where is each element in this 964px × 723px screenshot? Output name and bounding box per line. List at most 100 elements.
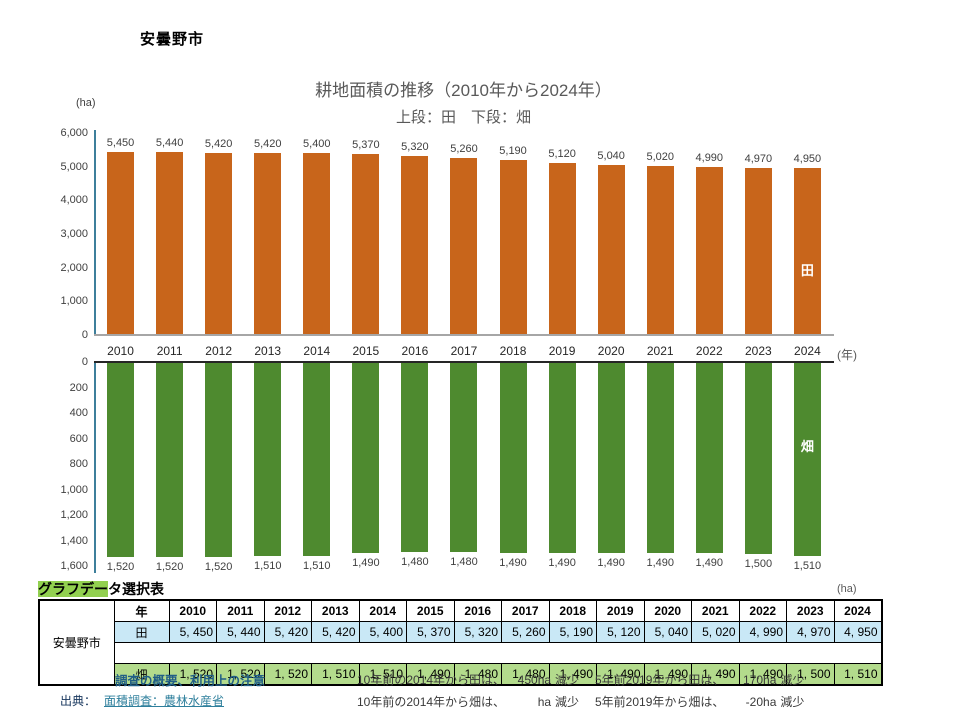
stat-line-10yr: 10年前の2014年から田は、 450ha 減少 5年前2019年から田は、 170h… — [357, 671, 877, 688]
stat-5yr-hata-text: 5年前2019年から畑は、 — [595, 695, 725, 709]
bar-value-label: 5,420 — [204, 137, 233, 150]
bar-田 — [156, 151, 184, 335]
table-value-cell: 4, 990 — [738, 621, 787, 643]
y-axis-tick: 4,000 — [60, 194, 88, 207]
x-axis-year-label: 2013 — [254, 344, 282, 358]
table-year-cell: 2011 — [216, 599, 265, 622]
bar-田 — [744, 167, 772, 335]
bar-value-label: 1,480 — [401, 555, 429, 568]
bar-田 — [499, 160, 527, 335]
survey-notes-link[interactable]: 調査の概要、利用上の注意 — [115, 674, 266, 688]
table-value-cell: 1, 480 — [501, 663, 550, 686]
x-axis-year-label: 2017 — [450, 344, 478, 358]
bar-chart-ta: 5,450 5,440 5,420 5,420 5,400 5,370 5,320 5,260… — [96, 133, 832, 335]
bar-column: 5,120 — [538, 133, 587, 335]
table-year-cell: 2012 — [263, 599, 312, 622]
table-title: グラフデータ選択表 — [38, 579, 164, 599]
bar-column: 5,400 — [292, 133, 341, 335]
series-label-畑: 畑 — [800, 439, 814, 455]
table-year-cell: 2021 — [691, 599, 740, 622]
bar-column: 1,500 — [734, 363, 783, 575]
table-value-cell: 5, 400 — [358, 621, 407, 643]
page-title: 安曇野市 — [140, 31, 205, 48]
bar-田 — [107, 151, 135, 335]
stat-line-10yr-hata: 10年前の2014年から畑は、 ha 減少 5年前2019年から畑は、 -20ha 減少 — [357, 693, 877, 710]
y-axis-unit-bottom: (ha) — [837, 583, 857, 595]
table-year-cell: 2019 — [596, 599, 645, 622]
source-link[interactable]: 面積調査：農林水産省 — [104, 694, 225, 708]
bar-value-label: 5,450 — [106, 136, 135, 149]
bar-column: 1,520 — [96, 363, 145, 575]
bar-畑: 畑 — [793, 363, 821, 556]
bar-value-label: 1,510 — [793, 559, 822, 572]
bar-column: 5,420 — [243, 133, 292, 335]
bar-田: 田 — [793, 168, 821, 335]
bar-田 — [352, 154, 380, 335]
table-year-cell: 2024 — [833, 599, 882, 622]
table-value-cell: 1, 520 — [216, 663, 265, 686]
bar-畑 — [744, 363, 772, 555]
bar-畑 — [401, 363, 429, 552]
bar-value-label: 5,440 — [155, 136, 184, 149]
table-value-cell: 1, 500 — [786, 663, 835, 686]
table-value-cell: 5, 420 — [311, 621, 360, 643]
x-axis-year-label: 2010 — [107, 344, 134, 358]
table-value-cell: 5, 320 — [453, 621, 502, 643]
table-year-cell: 2013 — [311, 599, 360, 622]
chart-title: 耕地面積の推移（2010年から2024年） — [315, 81, 612, 100]
stat-5yr-ta-text: 5年前2019年から田は、 — [595, 673, 725, 687]
table-year-cell: 2015 — [406, 599, 455, 622]
bar-value-label: 1,490 — [352, 556, 380, 569]
bar-column: 1,490 — [341, 363, 390, 575]
bar-畑 — [205, 363, 233, 557]
bar-column: 5,260 — [439, 133, 488, 335]
bar-column: 5,370 — [341, 133, 390, 335]
table-title-rest: タ選択表 — [108, 581, 164, 597]
bar-田 — [450, 157, 478, 335]
table-value-cell: 1, 490 — [596, 663, 645, 686]
bar-畑 — [499, 363, 527, 553]
chart-subtitle: 上段：田 下段：畑 — [395, 109, 531, 126]
table-year-cell: 2016 — [453, 599, 502, 622]
bar-value-label: 1,490 — [548, 556, 576, 569]
table-year-cell: 2010 — [168, 599, 217, 622]
bar-column: 1,490 — [489, 363, 538, 575]
bar-value-label: 1,510 — [253, 559, 282, 572]
bar-value-label: 1,490 — [695, 556, 724, 569]
table-value-cell: 1, 490 — [548, 663, 597, 686]
table-value-cell: 1, 520 — [168, 663, 217, 686]
source-label: 出典： — [60, 694, 97, 708]
table-value-cell: 1, 490 — [643, 663, 692, 686]
graph-data-selection-table: 安曇野市年 2010 2011 2012 2013 2014 2015 2016 2017 201… — [38, 599, 883, 686]
y-axis-tick: 200 — [69, 381, 88, 394]
bar-畑 — [450, 363, 478, 552]
bar-value-label: 5,260 — [450, 142, 478, 155]
table-value-cell: 5, 440 — [216, 621, 265, 643]
bar-田 — [254, 152, 282, 335]
table-value-cell: 1, 510 — [358, 663, 407, 686]
table-value-cell: 1, 480 — [453, 663, 502, 686]
table-value-cell: 1, 490 — [691, 663, 740, 686]
series-label-田: 田 — [800, 263, 814, 278]
stat-5yr-hata-value: -20ha — [745, 695, 777, 709]
x-axis-year-label: 2016 — [401, 344, 429, 358]
bar-column: 4,970 — [734, 133, 783, 335]
stat-10yr-hata-text: 10年前の2014年から畑は、 — [357, 695, 506, 709]
table-value-cell: 5, 190 — [548, 621, 597, 643]
bar-田 — [695, 167, 723, 335]
y-axis-line-bottom — [94, 361, 96, 573]
stat-10yr-hata-value: ha — [537, 695, 552, 709]
bar-田 — [303, 153, 331, 335]
x-axis-year-label: 2011 — [156, 344, 183, 358]
table-year-cell: 2022 — [738, 599, 787, 622]
bar-column: 1,490 — [685, 363, 734, 575]
table-year-cell: 2020 — [643, 599, 692, 622]
x-axis-year-label: 2014 — [303, 344, 331, 358]
bar-column: 1,510 — [243, 363, 292, 575]
bar-column: 5,020 — [636, 133, 685, 335]
y-axis-tick: 2,000 — [60, 261, 88, 274]
y-axis-tick: 0 — [81, 356, 88, 368]
table-value-cell: 5, 450 — [168, 621, 217, 643]
y-axis-tick: 800 — [69, 458, 88, 470]
